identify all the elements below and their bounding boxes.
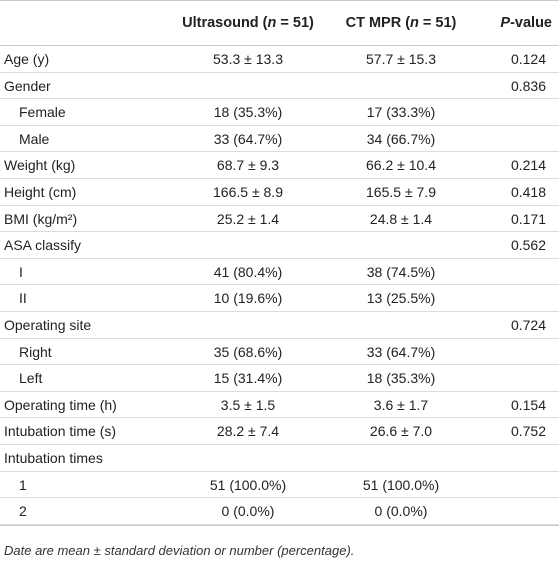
row-label: 2 [19,503,27,520]
row-ct-mpr-value: 33 (64.7%) [366,343,436,360]
row-ct-mpr-value: 3.6 ± 1.7 [373,396,429,413]
row-ultrasound-value: 166.5 ± 8.9 [213,183,283,200]
row-p-value: 0.836 [510,77,546,94]
row-ultrasound-value: 51 (100.0%) [209,476,287,493]
row-ct-mpr-value: 0 (0.0%) [374,503,428,520]
table-row: Operating time (h) 3.5 ± 1.5 3.6 ± 1.7 0.15… [0,392,559,419]
header-ct-prefix: CT MPR ( [345,15,411,31]
row-label: Height (cm) [4,183,77,200]
table-row: 2 0 (0.0%) 0 (0.0%) [0,498,559,525]
row-p-value: 0.154 [510,396,546,413]
row-p-value: 0.171 [510,210,546,227]
row-ultrasound-value: 41 (80.4%) [213,263,283,280]
header-ultrasound-suffix: = 51) [276,15,314,31]
row-ct-mpr-value: 26.6 ± 7.0 [369,423,433,440]
table-row: Male 33 (64.7%) 34 (66.7%) [0,126,559,153]
table-row: Operating site 0.724 [0,312,559,339]
table-row: Intubation times [0,445,559,472]
row-ct-mpr-value: 66.2 ± 10.4 [366,157,436,174]
table-row: Weight (kg) 68.7 ± 9.3 66.2 ± 10.4 0.214 [0,152,559,179]
row-label: BMI (kg/m²) [4,210,78,227]
row-p-value: 0.724 [510,316,546,333]
row-ct-mpr-value: 17 (33.3%) [366,104,436,121]
row-label: Intubation times [4,449,103,466]
row-p-value: 0.752 [510,423,546,440]
header-ultrasound-n: n [267,15,277,31]
row-label: Gender [4,77,51,94]
table-footnote: Date are mean ± standard deviation or nu… [4,543,355,558]
header-ultrasound-prefix: Ultrasound ( [182,15,268,31]
row-label: Age (y) [4,51,50,67]
row-p-value: 0.214 [510,157,546,174]
header-ct-n: n [410,15,419,31]
table-bottom-rule [0,524,559,526]
row-ct-mpr-value: 24.8 ± 1.4 [369,210,433,227]
row-ultrasound-value: 0 (0.0%) [221,503,275,520]
row-ct-mpr-value: 34 (66.7%) [366,130,436,147]
table-row: II 10 (19.6%) 13 (25.5%) [0,285,559,312]
table-row: Height (cm) 166.5 ± 8.9 165.5 ± 7.9 0.418 [0,179,559,206]
row-p-value: 0.124 [510,51,546,67]
row-ct-mpr-value: 57.7 ± 15.3 [366,51,436,67]
row-ultrasound-value: 33 (64.7%) [213,130,283,147]
row-ct-mpr-value: 38 (74.5%) [366,263,436,280]
row-ct-mpr-value: 165.5 ± 7.9 [366,183,436,200]
row-ct-mpr-value: 13 (25.5%) [366,290,436,307]
row-ultrasound-value: 28.2 ± 7.4 [216,423,280,440]
row-p-value: 0.418 [510,183,546,200]
row-ultrasound-value: 53.3 ± 13.3 [213,51,283,67]
table-row: BMI (kg/m²) 25.2 ± 1.4 24.8 ± 1.4 0.171 [0,206,559,233]
row-ultrasound-value: 3.5 ± 1.5 [220,396,276,413]
table-row: Female 18 (35.3%) 17 (33.3%) [0,99,559,126]
row-ultrasound-value: 15 (31.4%) [213,370,283,387]
row-ultrasound-value: 10 (19.6%) [213,290,283,307]
table-row: 1 51 (100.0%) 51 (100.0%) [0,472,559,499]
demographics-table: Ultrasound (n = 51) CT MPR (n = 51) P-va… [0,0,559,526]
row-label: I [19,263,23,280]
row-p-value: 0.562 [510,237,546,254]
table-row: Gender 0.836 [0,73,559,100]
header-p-value: P-value [480,15,552,31]
row-label: Operating time (h) [4,396,117,413]
row-label: Male [19,130,50,147]
row-label: Intubation time (s) [4,423,117,440]
row-ultrasound-value: 25.2 ± 1.4 [216,210,280,227]
header-ultrasound: Ultrasound (n = 51) [163,15,333,31]
table-body: Age (y) 53.3 ± 13.3 57.7 ± 15.3 0.124 Gender… [0,46,559,525]
header-p-italic: P [500,15,511,31]
header-p-suffix: -value [510,15,552,31]
row-label: Right [19,343,52,360]
row-label: ASA classify [4,237,82,254]
row-ct-mpr-value: 18 (35.3%) [366,370,436,387]
table-row: Left 15 (31.4%) 18 (35.3%) [0,365,559,392]
row-ultrasound-value: 35 (68.6%) [213,343,283,360]
row-ct-mpr-value: 51 (100.0%) [362,476,440,493]
row-ultrasound-value: 68.7 ± 9.3 [216,157,280,174]
row-label: Weight (kg) [4,157,76,174]
table-header: Ultrasound (n = 51) CT MPR (n = 51) P-va… [0,0,559,46]
header-ct-mpr: CT MPR (n = 51) [334,15,468,31]
row-label: Female [19,104,66,121]
table-row: Intubation time (s) 28.2 ± 7.4 26.6 ± 7.0 0… [0,418,559,445]
header-ct-suffix: = 51) [418,15,457,31]
table-row: Right 35 (68.6%) 33 (64.7%) [0,339,559,366]
row-label: Left [19,370,43,387]
table-row: Age (y) 53.3 ± 13.3 57.7 ± 15.3 0.124 [0,46,559,73]
row-ultrasound-value: 18 (35.3%) [213,104,283,121]
table-row: I 41 (80.4%) 38 (74.5%) [0,259,559,286]
row-label: 1 [19,476,27,493]
row-label: Operating site [4,316,92,333]
table-row: ASA classify 0.562 [0,232,559,259]
row-label: II [19,290,27,307]
